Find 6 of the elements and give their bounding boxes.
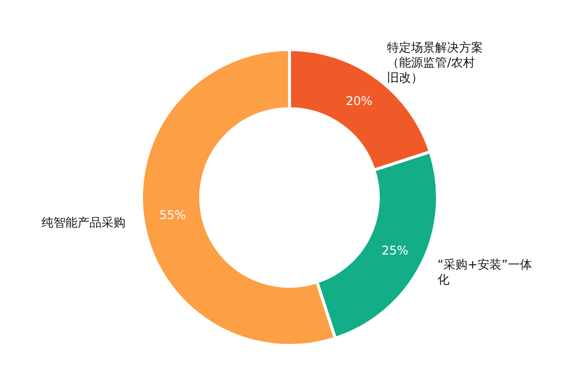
data-label: 20% bbox=[346, 94, 372, 108]
slice-label: 纯智能产品采购 bbox=[42, 216, 126, 230]
slice-label: 特定场景解决方案（能源监管/农村旧改） bbox=[387, 40, 484, 84]
slice-label: “采购+安装”一体化 bbox=[437, 257, 532, 286]
data-label: 55% bbox=[159, 208, 186, 222]
data-label: 25% bbox=[382, 243, 408, 258]
